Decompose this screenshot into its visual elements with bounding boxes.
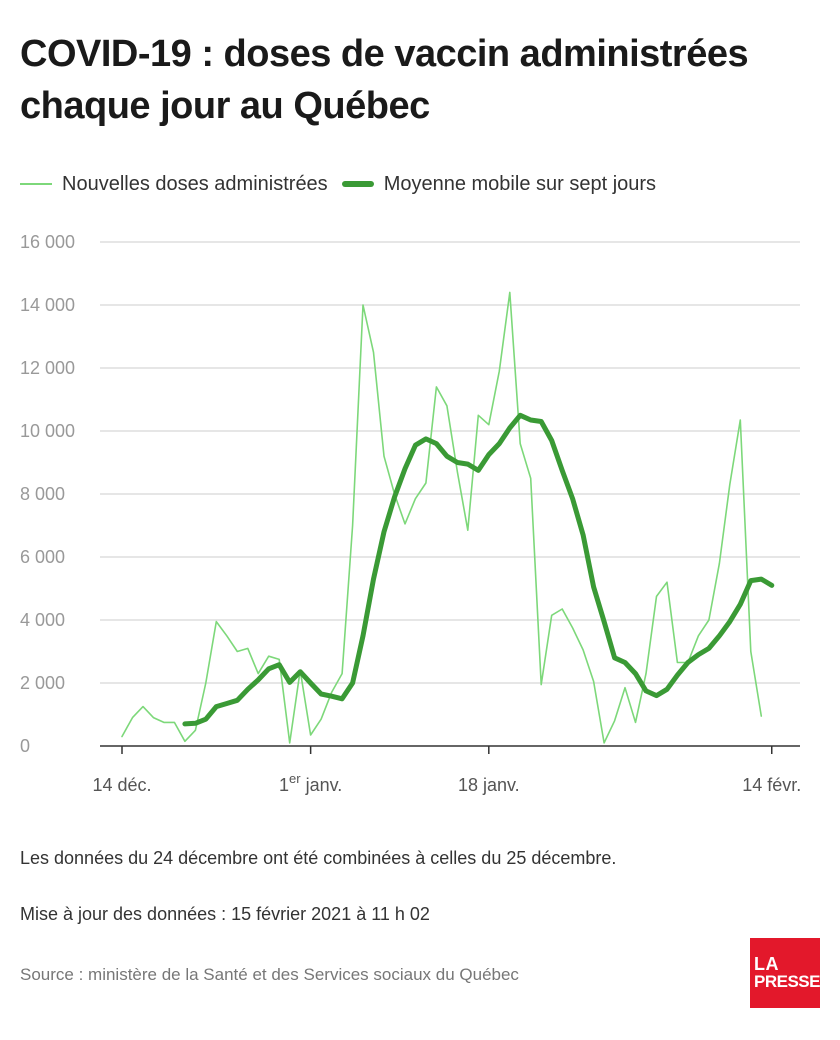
note-combined: Les données du 24 décembre ont été combi…	[20, 848, 617, 868]
la-presse-logo: LA PRESSE	[750, 938, 820, 1008]
y-tick-label-0: 0	[20, 736, 30, 756]
line-chart: 0 2 000 4 000 6 000 8 000 10 000 12 000 14 000 1…	[20, 232, 801, 795]
y-tick-label-12000: 12 000	[20, 358, 75, 378]
y-tick-label-2000: 2 000	[20, 673, 65, 693]
note-updated: Mise à jour des données : 15 février 202…	[20, 904, 430, 924]
source-text: Source : ministère de la Santé et des Se…	[20, 965, 519, 984]
legend-item-average: Moyenne mobile sur sept jours	[341, 172, 657, 196]
y-tick-label-14000: 14 000	[20, 295, 75, 315]
series-line-seven-day-average	[182, 412, 775, 727]
y-tick-label-4000: 4 000	[20, 610, 65, 630]
y-tick-label-8000: 8 000	[20, 484, 65, 504]
y-tick-label-10000: 10 000	[20, 421, 75, 441]
legend-swatch-average	[341, 181, 374, 187]
chart-title: COVID-19 : doses de vaccin administrées …	[20, 33, 749, 127]
x-tick-label-2: 18 janv.	[458, 775, 520, 795]
x-tick-label-1: 1er janv.	[279, 771, 342, 795]
logo-line-2: PRESSE	[754, 972, 820, 991]
legend-swatch-daily	[20, 183, 52, 185]
legend-label-average: Moyenne mobile sur sept jours	[383, 172, 657, 195]
y-tick-label-16000: 16 000	[20, 232, 75, 252]
legend: Nouvelles doses administrées Moyenne mob…	[20, 170, 670, 198]
x-tick-label-3: 14 févr.	[742, 775, 801, 795]
y-tick-label-6000: 6 000	[20, 547, 65, 567]
legend-item-daily: Nouvelles doses administrées	[20, 173, 328, 196]
series-line-daily-doses	[121, 291, 763, 744]
logo-line-1: LA	[754, 954, 779, 974]
x-tick-label-0: 14 déc.	[92, 775, 151, 795]
legend-label-daily: Nouvelles doses administrées	[62, 172, 328, 195]
